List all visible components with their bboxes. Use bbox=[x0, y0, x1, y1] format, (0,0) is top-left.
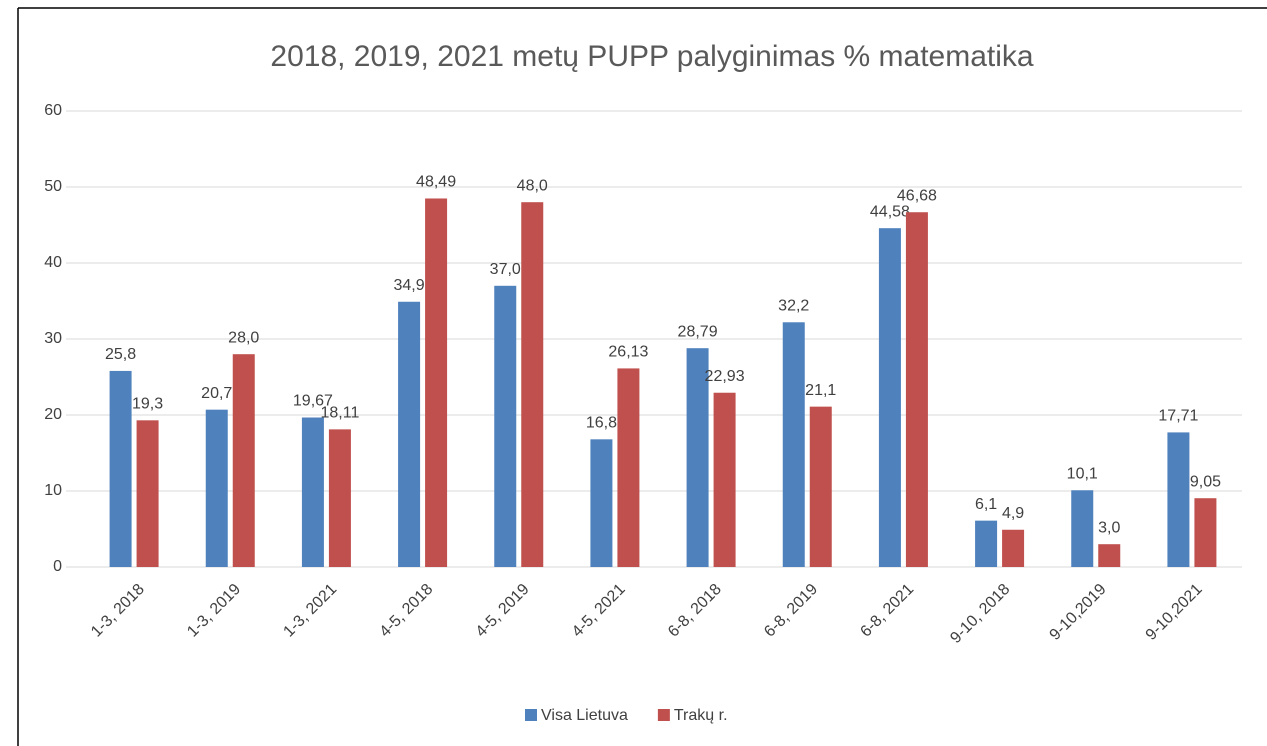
value-label: 25,8 bbox=[105, 346, 136, 363]
bar bbox=[136, 420, 159, 567]
bar bbox=[809, 406, 832, 567]
bar bbox=[782, 322, 805, 567]
legend-swatch bbox=[525, 709, 537, 721]
y-tick-label: 60 bbox=[44, 102, 62, 119]
x-tick-label: 9-10,2019 bbox=[1047, 581, 1110, 644]
x-tick-label: 6-8, 2021 bbox=[857, 581, 917, 641]
bar bbox=[1098, 544, 1121, 567]
bar bbox=[1167, 432, 1190, 567]
value-label: 20,7 bbox=[201, 385, 232, 402]
value-label: 44,58 bbox=[870, 203, 910, 220]
bar bbox=[521, 202, 544, 567]
bar bbox=[878, 228, 901, 567]
y-tick-label: 30 bbox=[44, 330, 62, 347]
value-label: 21,1 bbox=[805, 382, 836, 399]
x-tick-label: 4-5, 2019 bbox=[473, 581, 533, 641]
bar bbox=[905, 212, 928, 567]
value-label: 22,93 bbox=[705, 368, 745, 385]
bar bbox=[617, 368, 640, 567]
value-label: 10,1 bbox=[1067, 465, 1098, 482]
value-label: 17,71 bbox=[1158, 408, 1198, 425]
bar bbox=[398, 301, 421, 567]
value-label: 19,3 bbox=[132, 396, 163, 413]
x-tick-label: 1-3, 2021 bbox=[280, 581, 340, 641]
x-tick-label: 4-5, 2018 bbox=[377, 581, 437, 641]
y-tick-label: 40 bbox=[44, 254, 62, 271]
x-tick-label: 6-8, 2018 bbox=[665, 581, 725, 641]
bar bbox=[328, 429, 351, 567]
chart-title: 2018, 2019, 2021 metų PUPP palyginimas %… bbox=[270, 40, 1034, 73]
y-tick-label: 10 bbox=[44, 482, 62, 499]
value-label: 9,05 bbox=[1190, 473, 1221, 490]
value-label: 6,1 bbox=[975, 496, 997, 513]
value-label: 32,2 bbox=[778, 297, 809, 314]
legend-swatch bbox=[657, 709, 670, 721]
bar bbox=[1194, 498, 1217, 567]
y-tick-label: 0 bbox=[53, 558, 62, 575]
value-label: 19,67 bbox=[293, 393, 333, 410]
value-label: 4,9 bbox=[1002, 505, 1024, 522]
bar bbox=[425, 198, 448, 567]
bar bbox=[686, 348, 709, 567]
bar bbox=[590, 439, 613, 567]
y-tick-label: 50 bbox=[44, 178, 62, 195]
value-label: 28,79 bbox=[678, 323, 718, 340]
value-label: 26,13 bbox=[608, 344, 648, 361]
value-label: 46,68 bbox=[897, 187, 937, 204]
bar bbox=[1071, 490, 1094, 567]
bar bbox=[494, 285, 517, 567]
y-tick-label: 20 bbox=[44, 406, 62, 423]
value-label: 28,0 bbox=[228, 329, 259, 346]
bar bbox=[232, 354, 255, 567]
bar bbox=[109, 370, 132, 567]
bar bbox=[975, 520, 998, 567]
value-label: 48,49 bbox=[416, 174, 456, 191]
value-label: 48,0 bbox=[517, 177, 548, 194]
legend-label: Trakų r. bbox=[674, 707, 728, 724]
x-tick-label: 4-5, 2021 bbox=[569, 581, 629, 641]
bar bbox=[301, 417, 324, 567]
value-label: 18,11 bbox=[320, 405, 359, 422]
x-tick-label: 6-8, 2019 bbox=[761, 581, 821, 641]
bar bbox=[205, 409, 228, 567]
bar bbox=[713, 392, 736, 567]
value-label: 34,9 bbox=[394, 277, 425, 294]
value-label: 3,0 bbox=[1098, 519, 1120, 536]
legend-label: Visa Lietuva bbox=[541, 707, 628, 724]
x-tick-label: 1-3, 2019 bbox=[184, 581, 244, 641]
x-tick-label: 9-10, 2018 bbox=[947, 581, 1013, 647]
x-tick-label: 9-10,2021 bbox=[1143, 581, 1206, 644]
x-tick-label: 1-3, 2018 bbox=[88, 581, 148, 641]
value-label: 37,0 bbox=[490, 261, 521, 278]
bar bbox=[1002, 529, 1025, 567]
value-label: 16,8 bbox=[586, 415, 617, 432]
